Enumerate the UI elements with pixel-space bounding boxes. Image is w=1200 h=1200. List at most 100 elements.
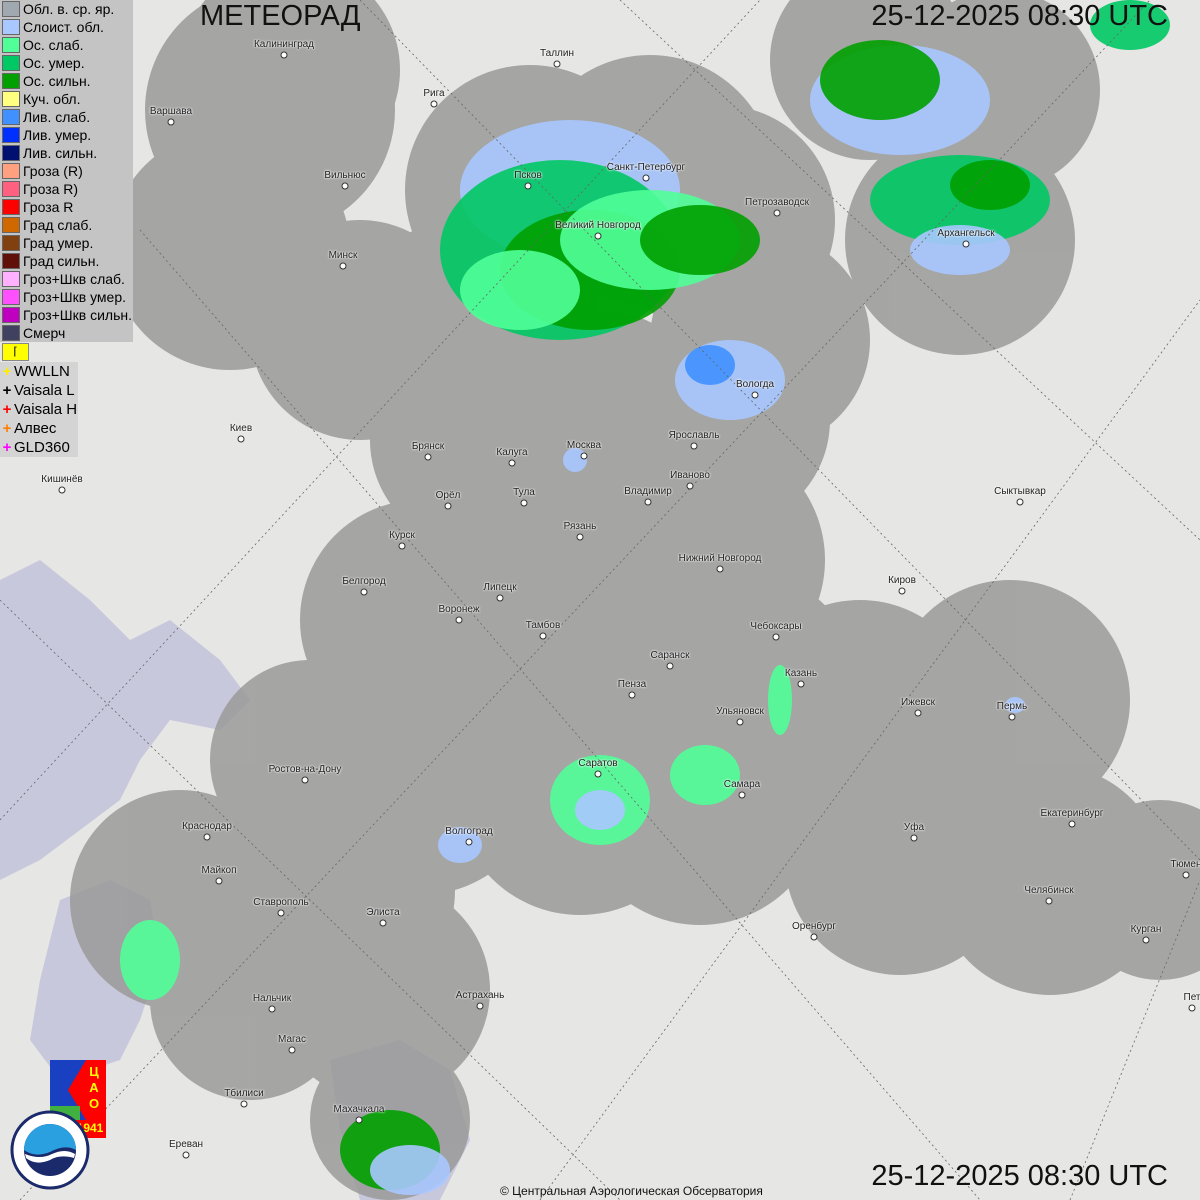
legend-swatch <box>2 307 20 323</box>
legend-label: Град сильн. <box>23 253 100 269</box>
svg-text:Ц: Ц <box>89 1064 99 1079</box>
timestamp-top: 25-12-2025 08:30 UTC <box>871 0 1168 32</box>
legend-swatch <box>2 181 20 197</box>
radar-circle <box>180 0 400 180</box>
city-label: Великий Новгород <box>555 220 641 231</box>
legend-label: Ос. умер. <box>23 55 85 71</box>
legend-swatch <box>2 217 20 233</box>
city-marker <box>182 1151 190 1159</box>
city-label: Саратов <box>578 758 618 769</box>
legend-item: Гроз+Шкв умер. <box>0 288 133 306</box>
legend-swatch <box>2 145 20 161</box>
city-marker <box>1045 897 1053 905</box>
city-label: Магас <box>278 1034 306 1045</box>
city-marker <box>539 632 547 640</box>
legend-swatch <box>2 127 20 143</box>
lightning-label: Алвес <box>14 420 57 437</box>
city-marker <box>1068 820 1076 828</box>
legend-label: Слоист. обл. <box>23 19 104 35</box>
flag-toggle-icon[interactable]: ⌈ <box>2 343 29 361</box>
city-marker <box>424 453 432 461</box>
city-marker <box>628 691 636 699</box>
lightning-label: Vaisala H <box>14 401 78 418</box>
city-marker <box>716 565 724 573</box>
city-label: Оренбург <box>791 921 837 932</box>
legend-swatch <box>2 73 20 89</box>
city-label: Липецк <box>483 582 517 593</box>
legend-swatch <box>2 19 20 35</box>
city-marker <box>553 60 561 68</box>
legend-label: Гроз+Шкв сильн. <box>23 307 132 323</box>
legend-item: Смерч <box>0 324 133 342</box>
city-marker <box>301 776 309 784</box>
city-marker <box>355 1116 363 1124</box>
precip-echo <box>640 205 760 275</box>
precip-echo <box>370 1145 450 1195</box>
legend-item: Лив. сильн. <box>0 144 133 162</box>
city-label: Тула <box>513 487 535 498</box>
city-marker <box>167 118 175 126</box>
legend-label: Град слаб. <box>23 217 93 233</box>
city-marker <box>898 587 906 595</box>
legend-label: Лив. умер. <box>23 127 92 143</box>
city-label: Архангельск <box>937 228 995 239</box>
precip-echo <box>1005 697 1025 713</box>
city-label: Воронеж <box>438 604 480 615</box>
city-label: Махачкала <box>333 1104 385 1115</box>
legend-swatch <box>2 55 20 71</box>
legend-item: Ос. сильн. <box>0 72 133 90</box>
city-marker <box>1188 1004 1196 1012</box>
legend-item: Гроза R <box>0 198 133 216</box>
city-label: Вологда <box>735 379 775 390</box>
legend-swatch <box>2 289 20 305</box>
city-label: Челябинск <box>1024 885 1074 896</box>
city-label: Пенза <box>617 679 647 690</box>
city-label: Кишинёв <box>41 474 83 485</box>
lightning-legend: + WWLLN + Vaisala L + Vaisala H + Алвес + GLD360 <box>0 362 78 457</box>
city-marker <box>496 594 504 602</box>
city-marker <box>430 100 438 108</box>
city-label: Иваново <box>670 470 710 481</box>
legend-swatch <box>2 199 20 215</box>
city-marker <box>58 486 66 494</box>
legend-swatch <box>2 163 20 179</box>
legend-item: Обл. в. ср. яр. <box>0 0 133 18</box>
city-marker <box>277 909 285 917</box>
city-label: Екатеринбург <box>1040 808 1104 819</box>
city-marker <box>1142 936 1150 944</box>
cross-icon: + <box>2 363 12 380</box>
legend-item: Град умер. <box>0 234 133 252</box>
legend-swatch <box>2 109 20 125</box>
legend-item: Град сильн. <box>0 252 133 270</box>
city-label: Саранск <box>650 650 690 661</box>
legend-swatch <box>2 253 20 269</box>
legend-item: Гроза R) <box>0 180 133 198</box>
city-label: Волгоград <box>445 826 493 837</box>
city-label: Ульяновск <box>716 706 764 717</box>
precip-echo <box>910 225 1010 275</box>
legend-label: Лив. сильн. <box>23 145 98 161</box>
precipitation-echoes <box>120 0 1170 1195</box>
city-label: Ереван <box>168 1139 204 1150</box>
city-marker <box>738 791 746 799</box>
copyright: © Центральная Аэрологическая Обсерватори… <box>500 1184 763 1198</box>
city-marker <box>666 662 674 670</box>
legend-label: Обл. в. ср. яр. <box>23 1 115 17</box>
lightning-label: WWLLN <box>14 363 70 380</box>
city-marker <box>642 174 650 182</box>
legend-swatch <box>2 37 20 53</box>
city-marker <box>215 877 223 885</box>
city-marker <box>379 919 387 927</box>
legend-swatch <box>2 235 20 251</box>
city-label: Курск <box>389 530 415 541</box>
city-marker <box>203 833 211 841</box>
city-label: Варшава <box>149 106 193 117</box>
city-marker <box>455 616 463 624</box>
city-marker <box>444 502 452 510</box>
legend-label: Гроза R <box>23 199 74 215</box>
city-label: Пермь <box>996 701 1028 712</box>
city-label: Петрозаводск <box>745 197 809 208</box>
city-marker <box>476 1002 484 1010</box>
legend-item: Лив. умер. <box>0 126 133 144</box>
